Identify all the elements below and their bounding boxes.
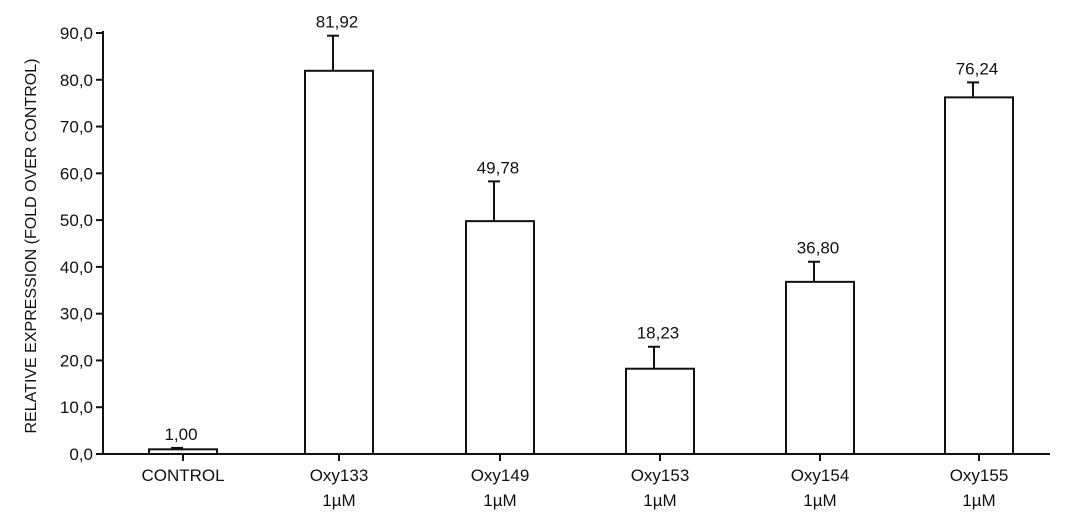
- data-label: 18,23: [637, 324, 680, 343]
- labels: 1,00 CONTROL 81,92 Oxy133 1µM 49,78 Oxy149 1µM 1…: [141, 13, 1008, 510]
- x-tick-sublabel: 1µM: [643, 491, 676, 510]
- bar: [785, 280, 855, 456]
- bar: [944, 96, 1014, 456]
- y-axis-title: RELATIVE EXPRESSION (FOLD OVER CONTROL): [23, 59, 40, 434]
- y-tick-label: 80,0: [60, 71, 93, 90]
- x-tick-label: Oxy155: [950, 466, 1009, 485]
- x-tick-label: CONTROL: [141, 466, 224, 485]
- y-tick-label: 20,0: [60, 351, 93, 370]
- y-tick-label: 70,0: [60, 118, 93, 137]
- y-tick-label: 90,0: [60, 24, 93, 43]
- data-label: 76,24: [956, 59, 999, 78]
- data-label: 49,78: [477, 158, 520, 177]
- x-tick-sublabel: 1µM: [322, 491, 355, 510]
- y-tick-label: 50,0: [60, 211, 93, 230]
- data-label: 81,92: [316, 13, 359, 32]
- y-tick-label: 40,0: [60, 258, 93, 277]
- x-tick-sublabel: 1µM: [962, 491, 995, 510]
- bar: [625, 367, 695, 456]
- bars: [148, 34, 1014, 456]
- y-tick-label: 30,0: [60, 305, 93, 324]
- x-tick-sublabel: 1µM: [483, 491, 516, 510]
- y-tick-label: 0,0: [69, 445, 93, 464]
- y-tick-label: 10,0: [60, 398, 93, 417]
- y-tick-label: 60,0: [60, 164, 93, 183]
- data-label: 1,00: [164, 425, 197, 444]
- x-tick-label: Oxy149: [471, 466, 530, 485]
- bar: [465, 220, 535, 455]
- x-tick-label: Oxy153: [631, 466, 690, 485]
- bar: [148, 448, 218, 456]
- x-tick-label: Oxy133: [310, 466, 369, 485]
- x-tick-sublabel: 1µM: [803, 491, 836, 510]
- axes: 0,0 10,0 20,0 30,0 40,0 50,0 60,0 70,0 80,0 90,0: [60, 24, 1050, 464]
- data-label: 36,80: [797, 239, 840, 258]
- bar: [304, 69, 374, 455]
- x-tick-label: Oxy154: [791, 466, 850, 485]
